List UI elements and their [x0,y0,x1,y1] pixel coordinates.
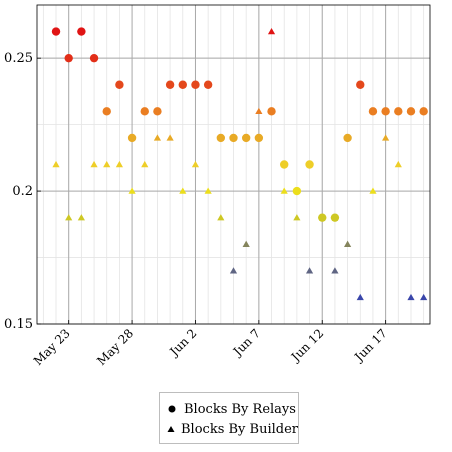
x-tick-label: Jun 7 [229,326,263,360]
circle-marker-icon [166,405,178,413]
builder-point [141,160,149,168]
builder-point [343,240,352,247]
builder-point [293,214,301,221]
relay-point [102,107,111,116]
x-tick-label: May 23 [31,326,73,368]
relay-point [51,27,61,36]
builder-point [52,160,60,168]
relay-point [140,107,149,116]
relay-point [343,133,352,143]
legend: Blocks By Relays Blocks By Builder [159,392,299,444]
builder-point [77,214,85,221]
legend-item-relays: Blocks By Relays [166,399,298,419]
y-tick-label: 0.2 [12,184,33,199]
builder-point [331,267,339,274]
relay-point [64,53,73,63]
x-tick-label: May 28 [94,326,136,368]
relay-point [267,107,276,116]
relay-point [305,160,314,169]
relay-point [406,107,416,116]
plot-frame [36,4,431,325]
x-tick-label: Jun 2 [166,326,200,360]
builder-point [229,267,238,274]
relay-point [153,107,162,116]
builder-point [382,134,390,141]
relay-point [318,213,327,222]
builder-point [204,187,212,194]
builder-point [217,214,225,221]
builder-point [166,134,174,141]
relay-point [165,80,175,89]
builder-point [191,160,200,168]
y-tick-label: 0.25 [4,51,33,66]
relay-point [419,107,428,116]
builder-point [280,187,288,194]
relay-point [127,133,137,143]
triangle-marker-icon [166,425,175,433]
builder-point [394,160,402,168]
builder-point [369,187,377,194]
relay-point [178,80,187,89]
y-tick-label: 0.15 [4,317,33,332]
legend-item-builder: Blocks By Builder [166,419,298,439]
builder-point [90,160,98,168]
builder-point [420,293,428,301]
builder-point [103,160,111,168]
builder-point [65,214,73,221]
relay-point [292,186,302,196]
x-tick-label: Jun 17 [351,326,390,365]
builder-point [305,267,314,274]
builder-point [267,27,276,35]
relay-point [254,133,264,143]
builder-point [153,134,162,141]
relay-point [356,80,365,89]
relay-point [216,133,226,143]
legend-label: Blocks By Builder [181,421,298,437]
builder-point [255,107,263,115]
legend-label: Blocks By Relays [184,401,296,417]
relay-point [330,213,340,222]
builder-point [242,240,250,247]
relay-point [77,27,86,36]
builder-point [115,160,124,168]
relay-point [191,80,200,89]
relay-point [229,133,238,143]
relay-point [241,133,251,143]
x-tick-label: Jun 12 [287,326,326,365]
relay-point [368,107,378,116]
relay-point [394,107,403,116]
relay-point [381,107,390,116]
relay-point [280,160,289,169]
builder-point [356,293,364,301]
builder-point [128,187,136,194]
data-marks [51,27,428,301]
relay-point [115,80,124,89]
relay-point [203,80,213,89]
builder-point [407,293,415,301]
builder-point [179,187,187,194]
relay-point [89,53,99,63]
